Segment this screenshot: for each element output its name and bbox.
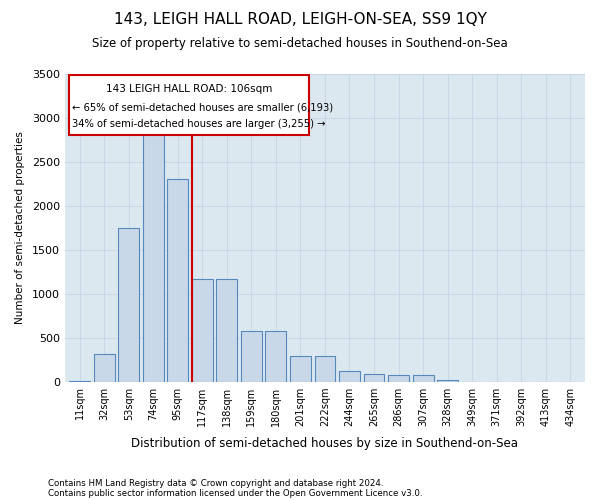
Text: Contains HM Land Registry data © Crown copyright and database right 2024.: Contains HM Land Registry data © Crown c… [48,478,383,488]
Bar [241,330,262,382]
Text: ← 65% of semi-detached houses are smaller (6,193): ← 65% of semi-detached houses are smalle… [72,102,334,112]
Bar [217,278,237,382]
Text: Contains public sector information licensed under the Open Government Licence v3: Contains public sector information licen… [48,488,422,498]
Bar [364,374,385,382]
X-axis label: Distribution of semi-detached houses by size in Southend-on-Sea: Distribution of semi-detached houses by … [131,437,518,450]
Bar [413,376,434,382]
Bar [143,118,164,382]
Text: 143, LEIGH HALL ROAD, LEIGH-ON-SEA, SS9 1QY: 143, LEIGH HALL ROAD, LEIGH-ON-SEA, SS9 … [113,12,487,28]
Bar [192,278,213,382]
Bar [437,380,458,382]
Bar [265,330,286,382]
Bar [290,356,311,382]
Bar [118,228,139,382]
Text: Size of property relative to semi-detached houses in Southend-on-Sea: Size of property relative to semi-detach… [92,38,508,51]
Text: 34% of semi-detached houses are larger (3,255) →: 34% of semi-detached houses are larger (… [72,119,326,129]
Bar [339,371,360,382]
Text: 143 LEIGH HALL ROAD: 106sqm: 143 LEIGH HALL ROAD: 106sqm [106,84,272,94]
Bar [167,180,188,382]
Bar [314,356,335,382]
Bar [388,376,409,382]
Bar [94,354,115,382]
Y-axis label: Number of semi-detached properties: Number of semi-detached properties [15,132,25,324]
FancyBboxPatch shape [68,75,309,134]
